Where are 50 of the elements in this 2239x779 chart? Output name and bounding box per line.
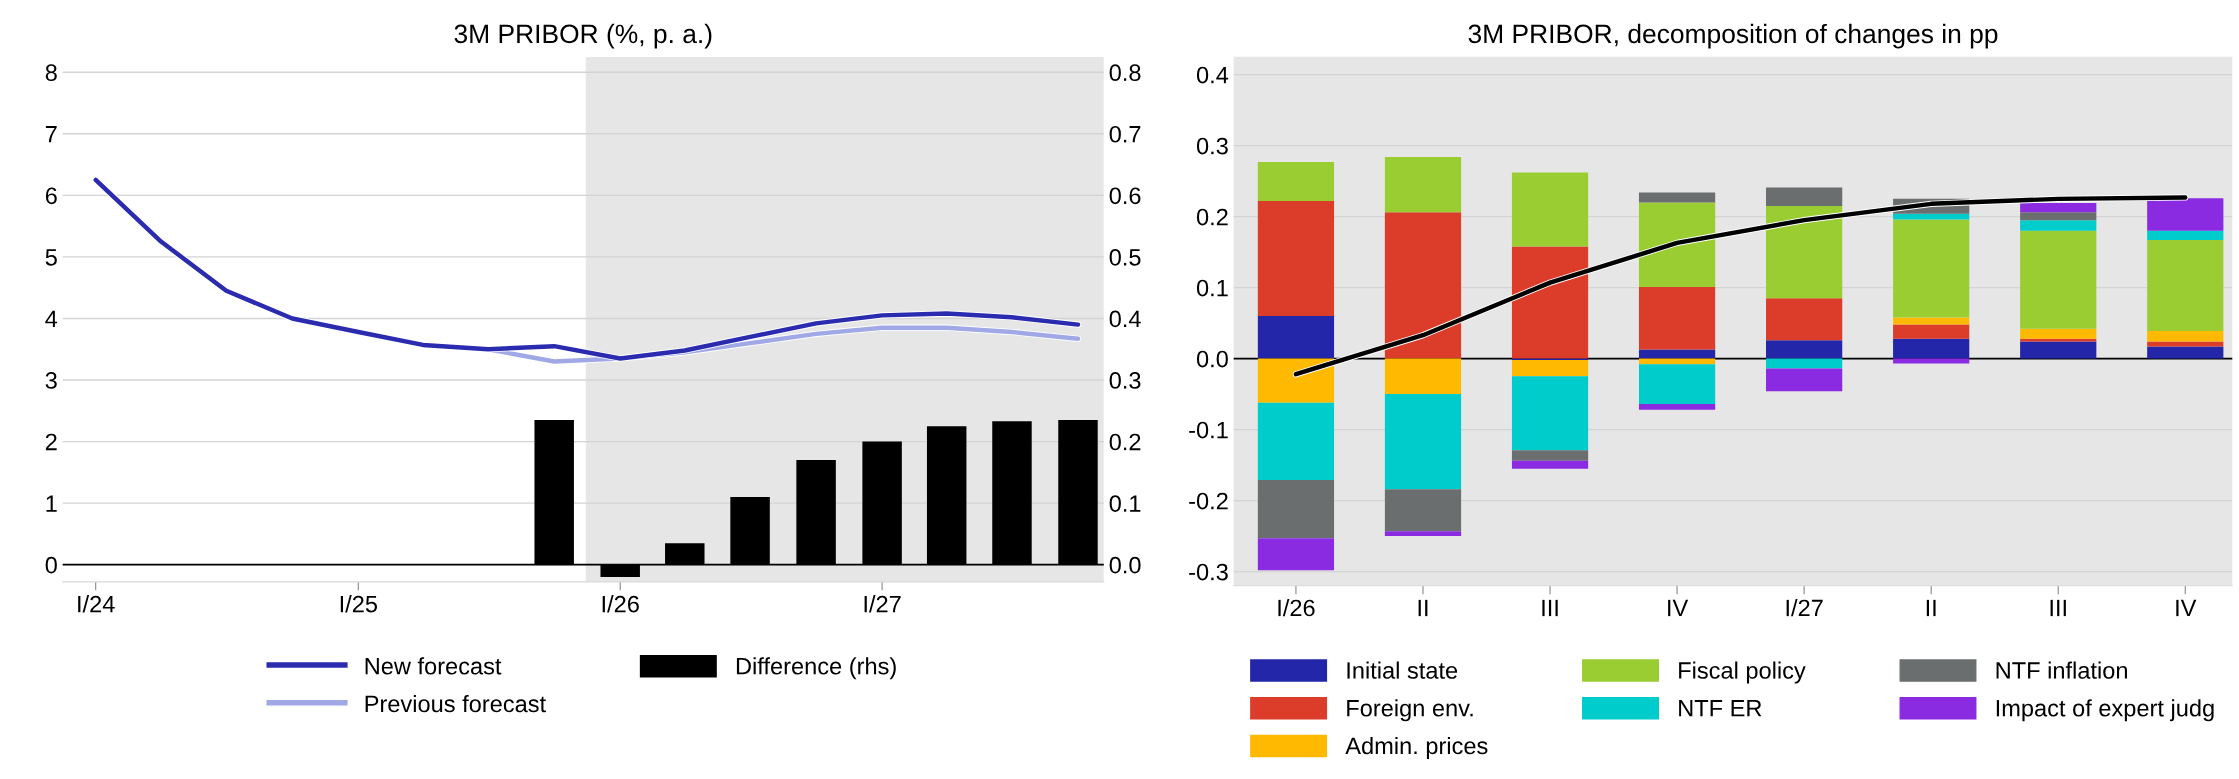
y-tick-label: 0.1: [1196, 279, 1228, 297]
y2-tick-label: 0.7: [1109, 125, 1141, 143]
y-tick-label: 8: [45, 64, 57, 82]
x-tick-label: I/24: [78, 595, 115, 613]
legend-label: NTF ER: [1679, 700, 1762, 717]
y-tick-label: 0: [45, 556, 57, 574]
x-tick-label: III: [2050, 599, 2066, 617]
y-tick-label: 0.3: [1196, 137, 1228, 155]
legend-label: Foreign env.: [1347, 699, 1473, 722]
y-tick-label: 3: [45, 372, 57, 389]
y-tick-label: 1: [46, 495, 57, 512]
y2-tick-label: 0.0: [1109, 556, 1141, 574]
x-tick-label: IV: [1668, 599, 1689, 617]
x-tick-label: II: [1926, 599, 1936, 617]
y-tick-label: 0.0: [1196, 350, 1228, 368]
y-tick-label: -0.3: [1189, 563, 1228, 581]
x-tick-label: I/26: [1278, 599, 1315, 617]
chart-title: 3M PRIBOR, decomposition of changes in pp: [1468, 23, 1998, 49]
x-tick-label: II: [1418, 599, 1428, 617]
chart-title: 3M PRIBOR (%, p. a.): [454, 23, 712, 49]
y-tick-label: -0.1: [1189, 421, 1228, 439]
y2-tick-label: 0.8: [1109, 64, 1141, 82]
legend-label: Initial state: [1347, 661, 1458, 679]
y-tick-label: 6: [45, 187, 57, 205]
y-tick-label: 5: [45, 249, 57, 266]
y2-tick-label: 0.1: [1109, 495, 1141, 512]
y-tick-label: 2: [45, 433, 57, 451]
y-tick-label: 7: [45, 126, 57, 143]
y-tick-label: -0.2: [1189, 492, 1228, 510]
y-tick-label: 0.4: [1196, 66, 1229, 84]
x-tick-label: I/26: [602, 595, 639, 613]
legend-label: NTF inflation: [1996, 661, 2127, 679]
x-tick-label: I/27: [1786, 599, 1823, 617]
legend-label: Previous forecast: [365, 694, 546, 713]
y-tick-label: 4: [45, 310, 58, 328]
legend-label: Admin. prices: [1345, 736, 1488, 759]
legend-label: Impact of expert judg: [1996, 699, 2214, 722]
x-tick-label: IV: [2176, 599, 2197, 617]
legend-label: Fiscal policy: [1679, 661, 1806, 684]
y2-tick-label: 0.4: [1109, 310, 1141, 328]
x-tick-label: I/27: [864, 595, 901, 613]
y2-tick-label: 0.3: [1109, 372, 1141, 389]
y-tick-label: 0.2: [1196, 208, 1228, 226]
legend-label: Difference (rhs): [736, 657, 896, 680]
y2-tick-label: 0.6: [1109, 187, 1141, 205]
legend-label: New forecast: [365, 657, 502, 675]
x-tick-label: I/25: [340, 595, 378, 613]
y2-tick-label: 0.2: [1109, 433, 1141, 451]
y2-tick-label: 0.5: [1109, 248, 1141, 266]
x-tick-label: III: [1542, 599, 1558, 617]
